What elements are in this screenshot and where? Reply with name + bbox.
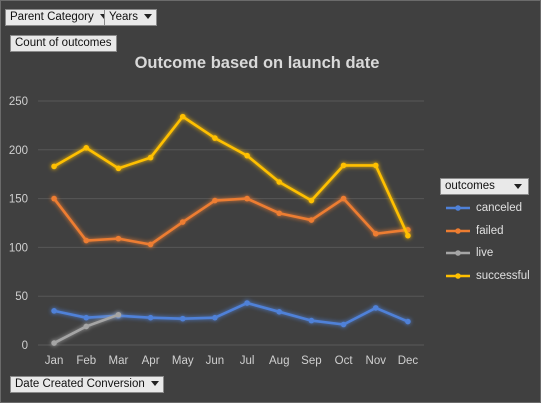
x-tick-label: Jun [206, 355, 225, 367]
x-tick-label: Jan [45, 355, 64, 367]
data-point-successful[interactable] [115, 165, 122, 172]
legend-marker-canceled [446, 205, 470, 211]
data-point-canceled[interactable] [308, 317, 315, 324]
years-filter-label: Years [109, 11, 138, 23]
data-point-canceled[interactable] [276, 309, 283, 315]
legend-label: successful [476, 269, 530, 282]
x-tick-label: Jul [240, 355, 255, 367]
data-point-successful[interactable] [244, 152, 250, 159]
chevron-down-icon [150, 381, 159, 387]
chevron-down-icon [144, 14, 152, 20]
legend-label: live [476, 247, 494, 259]
data-point-failed[interactable] [179, 219, 186, 225]
data-point-failed[interactable] [372, 230, 379, 237]
values-field-label: Count of outcomes [15, 37, 112, 49]
series-line-canceled [53, 301, 409, 326]
chart-title: Outcome based on launch date [135, 54, 380, 72]
data-point-canceled[interactable] [405, 318, 411, 325]
data-point-canceled[interactable] [340, 321, 347, 328]
y-tick-label: 150 [9, 194, 28, 206]
data-point-successful[interactable] [405, 232, 411, 239]
data-point-successful[interactable] [51, 163, 57, 170]
series-line-successful [53, 115, 410, 237]
data-point-failed[interactable] [115, 235, 122, 242]
data-point-failed[interactable] [276, 210, 283, 217]
data-point-successful[interactable] [372, 162, 379, 169]
x-tick-label: Dec [398, 355, 419, 367]
data-point-failed[interactable] [340, 195, 347, 202]
data-point-failed[interactable] [147, 241, 154, 248]
legend-marker-live [446, 250, 470, 256]
legend-label: canceled [476, 202, 523, 214]
legend-label: failed [476, 224, 504, 237]
y-tick-label: 100 [9, 242, 28, 254]
data-point-canceled[interactable] [212, 314, 218, 321]
y-axis-ticks: 0 50 100 150 200 250 [9, 96, 28, 352]
data-point-canceled[interactable] [244, 300, 250, 306]
data-point-failed[interactable] [212, 197, 218, 204]
x-tick-label: Feb [76, 355, 96, 367]
parent-category-filter-button[interactable]: Parent Category [5, 9, 113, 26]
y-tick-label: 50 [15, 291, 28, 303]
x-tick-label: Nov [366, 355, 387, 367]
x-tick-label: Apr [142, 355, 160, 367]
y-tick-label: 200 [9, 145, 28, 157]
legend-field-label: outcomes [445, 180, 495, 192]
chevron-down-icon [99, 14, 108, 20]
data-point-successful[interactable] [308, 197, 315, 204]
data-point-canceled[interactable] [83, 314, 90, 321]
series-live [51, 311, 122, 346]
data-point-live[interactable] [83, 323, 90, 330]
legend-marker-successful [446, 272, 470, 279]
parent-category-filter-label: Parent Category [10, 11, 94, 23]
data-point-canceled[interactable] [51, 308, 57, 314]
data-point-failed[interactable] [51, 195, 57, 202]
series-lines [51, 113, 411, 346]
data-point-live[interactable] [115, 311, 122, 318]
y-tick-label: 250 [9, 96, 28, 108]
data-point-successful[interactable] [212, 135, 218, 141]
data-point-successful[interactable] [83, 145, 90, 151]
axis-field-button[interactable]: Date Created Conversion [10, 376, 164, 393]
x-tick-label: Aug [269, 355, 289, 367]
legend-field-dropdown[interactable]: outcomes [440, 178, 529, 195]
data-point-failed[interactable] [83, 237, 90, 244]
chevron-down-icon [514, 184, 522, 189]
y-tick-label: 0 [22, 340, 28, 352]
x-tick-label: Mar [109, 355, 129, 367]
data-point-canceled[interactable] [372, 305, 379, 311]
data-point-successful[interactable] [147, 154, 154, 161]
data-point-canceled[interactable] [179, 315, 186, 322]
values-field-button[interactable]: Count of outcomes [10, 35, 117, 52]
years-filter-button[interactable]: Years [104, 9, 157, 26]
x-tick-label: Sep [301, 355, 321, 367]
data-point-live[interactable] [51, 340, 57, 346]
series-canceled [51, 300, 411, 328]
x-axis-ticks: Jan Feb Mar Apr May Jun Jul Aug Sep Oct Nov Dec [45, 355, 419, 367]
series-failed [51, 195, 411, 248]
data-point-failed[interactable] [308, 217, 315, 223]
data-point-canceled[interactable] [147, 314, 154, 321]
x-tick-label: Oct [335, 355, 354, 367]
axis-field-label: Date Created Conversion [15, 378, 145, 390]
data-point-successful[interactable] [340, 162, 347, 169]
series-line-failed [53, 197, 409, 246]
legend-marker-failed [446, 227, 470, 234]
data-point-successful[interactable] [276, 179, 283, 185]
x-tick-label: May [172, 355, 194, 367]
data-point-failed[interactable] [244, 195, 250, 202]
series-successful [51, 113, 411, 239]
gridlines [38, 100, 424, 346]
data-point-successful[interactable] [179, 113, 186, 120]
